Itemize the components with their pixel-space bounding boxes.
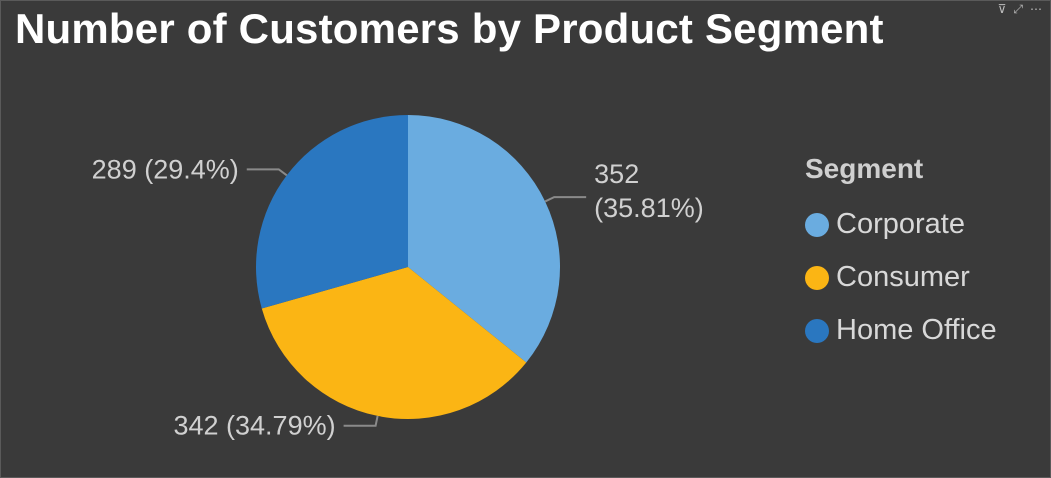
legend-swatch-consumer: [805, 265, 829, 290]
pie-slice-home-office[interactable]: [256, 115, 408, 309]
legend-item-consumer[interactable]: Consumer: [805, 246, 997, 309]
legend: Segment Corporate Consumer Home Office: [805, 153, 997, 362]
legend-title: Segment: [805, 153, 924, 184]
legend-item-corporate[interactable]: Corporate: [805, 193, 997, 256]
data-label-corporate: 352 (35.81%): [594, 159, 704, 223]
data-label-home-office: 289 (29.4%): [92, 154, 239, 184]
legend-swatch-corporate: [805, 212, 829, 237]
pie-slice-corporate[interactable]: [408, 115, 561, 363]
legend-label: Corporate: [836, 208, 965, 240]
focus-mode-icon[interactable]: ⤢: [1013, 2, 1023, 16]
leader-line-corporate: [544, 196, 587, 203]
filter-icon[interactable]: ⊽: [997, 2, 1007, 16]
legend-label: Home Office: [836, 314, 997, 346]
more-options-icon[interactable]: ⋯: [1030, 2, 1042, 16]
leader-line-home-office: [246, 168, 288, 177]
legend-item-home-office[interactable]: Home Office: [805, 299, 997, 362]
chart-title: Number of Customers by Product Segment: [15, 5, 884, 52]
legend-label: Consumer: [836, 261, 970, 293]
legend-swatch-home-office: [805, 318, 829, 343]
pie-slice-consumer[interactable]: [261, 267, 527, 419]
visual-header: ⊽ ⤢ ⋯: [998, 3, 1042, 15]
leader-line-consumer: [343, 415, 379, 427]
data-label-consumer: 342 (34.79%): [173, 411, 335, 441]
